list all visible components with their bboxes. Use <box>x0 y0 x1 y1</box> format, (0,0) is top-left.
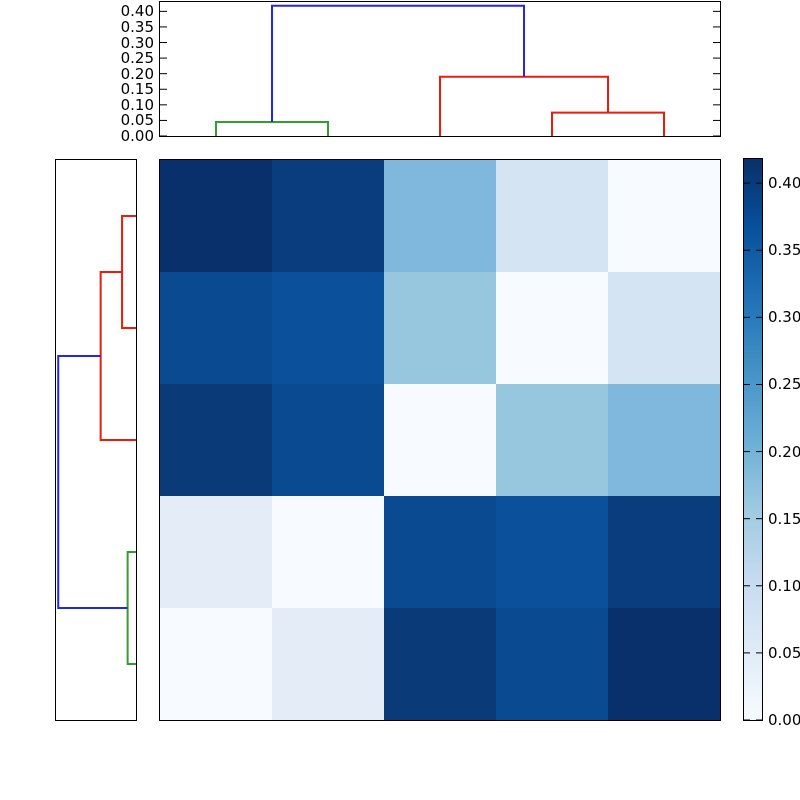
top-dendrogram-ytick-label: 0.30 <box>120 33 154 52</box>
heatmap-cell-r4c5 <box>608 496 720 608</box>
top-dendrogram-ytick-label: 0.35 <box>120 17 154 36</box>
colorbar <box>743 158 763 721</box>
colorbar-border <box>743 158 763 721</box>
heatmap-matrix <box>159 159 721 721</box>
heatmap-cell-r3c1 <box>160 384 272 496</box>
colorbar-gradient-bar <box>744 159 762 720</box>
heatmap-cell-r1c1 <box>160 160 272 272</box>
colorbar-tick-label: 0.20 <box>768 442 800 461</box>
heatmap-cell-r1c2 <box>272 160 384 272</box>
top-dendrogram-panel <box>159 1 721 137</box>
colorbar-tick-label: 0.15 <box>768 509 800 528</box>
heatmap-cell-r3c3 <box>384 384 496 496</box>
dendrogram-link <box>271 4 525 122</box>
top-dendrogram-ytick-label: 0.00 <box>120 127 154 145</box>
top-dendrogram-ytick-label: 0.40 <box>120 2 154 21</box>
heatmap-cell-r2c5 <box>608 272 720 384</box>
colorbar-tick-label: 0.30 <box>768 308 800 327</box>
heatmap-cell-r1c5 <box>608 160 720 272</box>
colorbar-tick-label: 0.25 <box>768 375 800 394</box>
colorbar-tick-label: 0.00 <box>768 711 800 729</box>
heatmap-cell-r3c4 <box>496 384 608 496</box>
top-dendrogram-ytick-label: 0.20 <box>120 64 154 83</box>
heatmap-cell-r3c2 <box>272 384 384 496</box>
top-dendrogram-ytick-label: 0.10 <box>120 95 154 114</box>
heatmap-cell-r5c4 <box>496 608 608 720</box>
heatmap-cell-r2c4 <box>496 272 608 384</box>
heatmap-cell-r5c3 <box>384 608 496 720</box>
heatmap-cell-r2c1 <box>160 272 272 384</box>
heatmap-cell-r1c4 <box>496 160 608 272</box>
left-dendrogram-panel <box>55 159 137 721</box>
top-dendrogram-ytick-label: 0.15 <box>120 80 154 99</box>
heatmap-cell-r1c3 <box>384 160 496 272</box>
heatmap-cell-r4c4 <box>496 496 608 608</box>
heatmap-cell-r4c3 <box>384 496 496 608</box>
heatmap-cell-r4c1 <box>160 496 272 608</box>
top-dendrogram-ytick-label: 0.05 <box>120 111 154 130</box>
colorbar-tick-label: 0.05 <box>768 643 800 662</box>
top-dendrogram-ytick-label: 0.25 <box>120 49 154 68</box>
heatmap-cell-r5c5 <box>608 608 720 720</box>
dendrogram-link <box>57 355 128 609</box>
heatmap-cell-r5c1 <box>160 608 272 720</box>
heatmap-cell-r2c2 <box>272 272 384 384</box>
heatmap-cell-r2c3 <box>384 272 496 384</box>
heatmap-cell-r4c2 <box>272 496 384 608</box>
heatmap-cell-r5c2 <box>272 608 384 720</box>
colorbar-tick-label: 0.35 <box>768 241 800 260</box>
colorbar-tick-label: 0.10 <box>768 576 800 595</box>
heatmap-cell-r3c5 <box>608 384 720 496</box>
colorbar-tick-label: 0.40 <box>768 174 800 193</box>
